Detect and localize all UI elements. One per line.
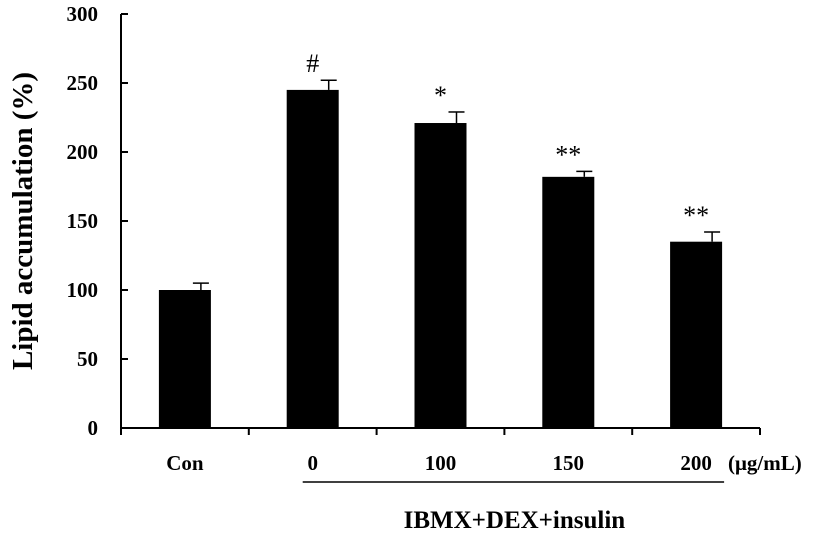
y-tick-label: 50 xyxy=(77,347,98,371)
x-tick-label: Con xyxy=(166,451,204,475)
y-tick-label: 100 xyxy=(67,278,99,302)
bar-150 xyxy=(542,176,595,428)
bar-0 xyxy=(286,89,339,429)
x-unit-label: (μg/mL) xyxy=(728,451,802,475)
x-tick-label: 150 xyxy=(553,451,585,475)
y-axis: 0 50 100 150 200 250 300 xyxy=(67,2,128,440)
significance-markers: #***** xyxy=(306,49,709,230)
significance-marker: ** xyxy=(555,140,581,169)
significance-marker: # xyxy=(306,49,319,78)
y-tick-label: 0 xyxy=(88,416,99,440)
bar-100 xyxy=(414,123,467,429)
y-tick-label: 150 xyxy=(67,209,99,233)
group-label: IBMX+DEX+insulin xyxy=(404,507,626,534)
y-tick-label: 300 xyxy=(67,2,99,26)
bars xyxy=(158,89,723,429)
significance-marker: * xyxy=(434,81,447,110)
x-tick-label: 0 xyxy=(307,451,318,475)
error-bars xyxy=(192,79,721,290)
y-tick-label: 200 xyxy=(67,140,99,164)
x-tick-label: 100 xyxy=(425,451,457,475)
x-axis: Con 0 100 150 200 xyxy=(120,427,761,475)
annotations: Lipid accumulation (%) (μg/mL) IBMX+DEX+… xyxy=(7,72,802,534)
x-tick-label: 200 xyxy=(680,451,712,475)
y-tick-label: 250 xyxy=(67,71,99,95)
bar-Con xyxy=(158,290,211,428)
bar-200 xyxy=(670,241,723,428)
significance-marker: ** xyxy=(683,201,709,230)
y-axis-title: Lipid accumulation (%) xyxy=(7,72,39,370)
